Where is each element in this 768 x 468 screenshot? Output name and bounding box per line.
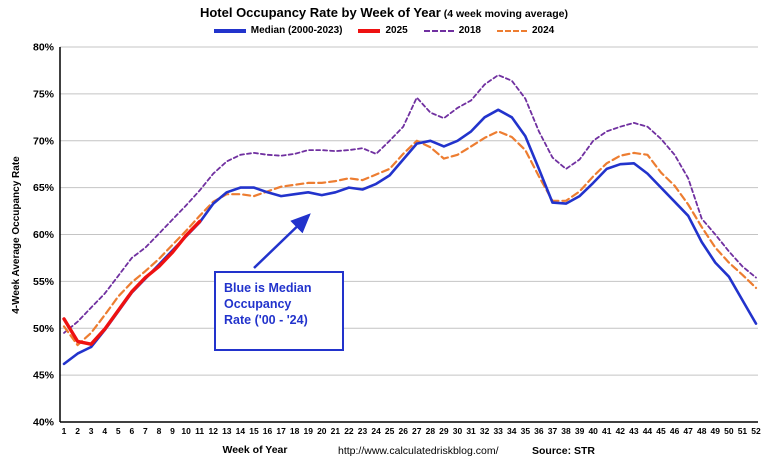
x-tick-label: 48 — [697, 426, 707, 436]
x-tick-label: 25 — [385, 426, 395, 436]
chart-title: Hotel Occupancy Rate by Week of Year (4 … — [0, 5, 768, 20]
x-tick-label: 21 — [331, 426, 341, 436]
x-tick-label: 27 — [412, 426, 422, 436]
legend: Median (2000-2023) 2025 2018 2024 — [0, 25, 768, 36]
y-tick-label: 80% — [33, 42, 55, 54]
x-tick-label: 11 — [195, 426, 204, 436]
x-tick-label: 52 — [751, 426, 761, 436]
x-tick-label: 49 — [711, 426, 721, 436]
x-tick-label: 14 — [236, 426, 246, 436]
x-tick-label: 47 — [683, 426, 693, 436]
x-tick-label: 26 — [398, 426, 408, 436]
y-tick-label: 70% — [33, 135, 55, 147]
x-tick-label: 10 — [181, 426, 191, 436]
x-tick-label: 7 — [143, 426, 148, 436]
series-line-2024 — [62, 130, 758, 347]
y-tick-label: 40% — [33, 417, 55, 429]
y-tick-label: 60% — [33, 229, 55, 241]
x-tick-label: 32 — [480, 426, 490, 436]
y-tick-label: 55% — [33, 276, 55, 288]
x-tick-label: 29 — [439, 426, 449, 436]
x-tick-label: 51 — [738, 426, 748, 436]
legend-line-sample — [358, 28, 381, 33]
y-tick-label: 50% — [33, 323, 55, 335]
series-line-2025 — [62, 219, 202, 346]
series-line-2018 — [63, 74, 757, 334]
x-tick-label: 46 — [670, 426, 680, 436]
x-tick-label: 17 — [276, 426, 286, 436]
annotation-line: Rate ('00 - '24) — [224, 313, 308, 327]
x-tick-label: 24 — [371, 426, 381, 436]
x-tick-label: 6 — [129, 426, 134, 436]
x-tick-label: 31 — [466, 426, 476, 436]
chart-title-main: Hotel Occupancy Rate by Week of Year — [199, 5, 441, 20]
x-tick-label: 30 — [453, 426, 463, 436]
x-tick-label: 19 — [304, 426, 314, 436]
x-axis-title: Week of Year — [222, 444, 288, 456]
x-tick-label: 39 — [575, 426, 585, 436]
x-tick-label: 4 — [102, 426, 107, 436]
x-tick-label: 16 — [263, 426, 273, 436]
legend-line-sample — [496, 29, 527, 32]
x-tick-label: 42 — [616, 426, 626, 436]
x-tick-label: 2 — [75, 426, 80, 436]
legend-label: 2018 — [458, 25, 481, 36]
annotation-line: Blue is Median — [224, 281, 312, 295]
x-tick-label: 44 — [643, 426, 653, 436]
x-tick-label: 45 — [656, 426, 666, 436]
x-tick-label: 1 — [62, 426, 67, 436]
x-tick-label: 22 — [344, 426, 354, 436]
y-tick-label: 45% — [33, 370, 55, 382]
legend-label: 2025 — [385, 25, 408, 36]
x-tick-label: 50 — [724, 426, 734, 436]
chart-title-sub: (4 week moving average) — [440, 8, 569, 20]
x-tick-label: 23 — [358, 426, 368, 436]
x-tick-label: 12 — [209, 426, 219, 436]
x-tick-label: 37 — [548, 426, 558, 436]
x-tick-label: 28 — [426, 426, 436, 436]
x-tick-label: 40 — [588, 426, 598, 436]
legend-label: 2024 — [531, 25, 555, 36]
legend-item: 2025 — [358, 25, 408, 36]
x-tick-label: 38 — [561, 426, 571, 436]
y-tick-label: 75% — [33, 88, 55, 100]
x-tick-label: 20 — [317, 426, 327, 436]
x-tick-label: 34 — [507, 426, 517, 436]
legend-item: Median (2000-2023) — [213, 25, 343, 36]
annotation-box: Blue is Median Occupancy Rate ('00 - '24… — [214, 271, 344, 351]
footer-source: Source: STR — [532, 445, 596, 457]
x-tick-label: 15 — [249, 426, 259, 436]
legend-label: Median (2000-2023) — [250, 25, 343, 36]
x-tick-label: 3 — [89, 426, 94, 436]
x-tick-label: 18 — [290, 426, 300, 436]
y-tick-label: 65% — [33, 182, 55, 194]
annotation-arrow — [253, 213, 311, 269]
annotation-line: Occupancy — [224, 297, 292, 311]
footer-url: http://www.calculatedriskblog.com/ — [338, 445, 499, 457]
x-tick-label: 41 — [602, 426, 612, 436]
x-tick-label: 5 — [116, 426, 121, 436]
x-tick-label: 13 — [222, 426, 232, 436]
x-tick-label: 33 — [493, 426, 503, 436]
x-tick-label: 8 — [157, 426, 162, 436]
legend-line-sample — [423, 29, 454, 32]
x-tick-label: 43 — [629, 426, 639, 436]
legend-item: 2018 — [423, 25, 481, 36]
legend-line-sample — [213, 28, 246, 33]
legend-item: 2024 — [496, 25, 555, 36]
y-axis-title: 4-Week Average Occupancy Rate — [11, 156, 22, 314]
x-tick-label: 35 — [521, 426, 531, 436]
x-tick-label: 9 — [170, 426, 175, 436]
x-tick-label: 36 — [534, 426, 544, 436]
